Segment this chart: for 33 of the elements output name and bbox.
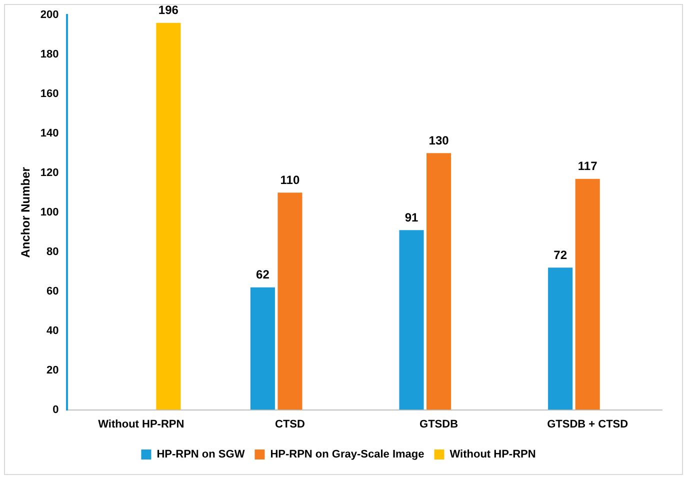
x-tick-label: Without HP-RPN	[98, 418, 184, 430]
y-tick-label: 140	[40, 127, 59, 140]
data-label: 72	[554, 248, 568, 262]
y-tick-label: 120	[40, 166, 59, 179]
legend-label: HP-RPN on Gray-Scale Image	[270, 448, 424, 461]
bar	[278, 192, 302, 410]
x-tick-label: GTSDB	[420, 418, 458, 430]
y-tick-label: 100	[40, 206, 59, 218]
bar	[250, 287, 275, 410]
legend-label: HP-RPN on SGW	[156, 448, 246, 461]
y-tick-label: 200	[40, 9, 59, 22]
y-tick-label: 20	[46, 364, 59, 376]
y-axis-title: Anchor Number	[18, 166, 33, 258]
bar	[426, 153, 452, 410]
y-tick-label: 160	[40, 88, 59, 100]
y-tick-label: 60	[46, 285, 59, 298]
data-label: 110	[280, 172, 300, 187]
data-label: 130	[428, 133, 450, 148]
y-tick-label: 0	[52, 404, 59, 416]
bar	[575, 178, 600, 410]
bar	[399, 230, 424, 410]
bar	[156, 22, 181, 410]
x-tick-label: GTSDB + CTSD	[547, 418, 628, 430]
x-tick-label: CTSD	[274, 418, 305, 430]
legend-label: Without HP-RPN	[450, 448, 536, 461]
data-label: 62	[256, 268, 270, 282]
data-label: 196	[158, 3, 179, 18]
data-label: 117	[578, 159, 598, 174]
y-tick-label: 40	[46, 324, 59, 337]
data-label: 91	[404, 210, 418, 224]
bar	[548, 268, 573, 410]
y-tick-label: 80	[46, 246, 59, 258]
y-tick-label: 180	[40, 48, 59, 61]
